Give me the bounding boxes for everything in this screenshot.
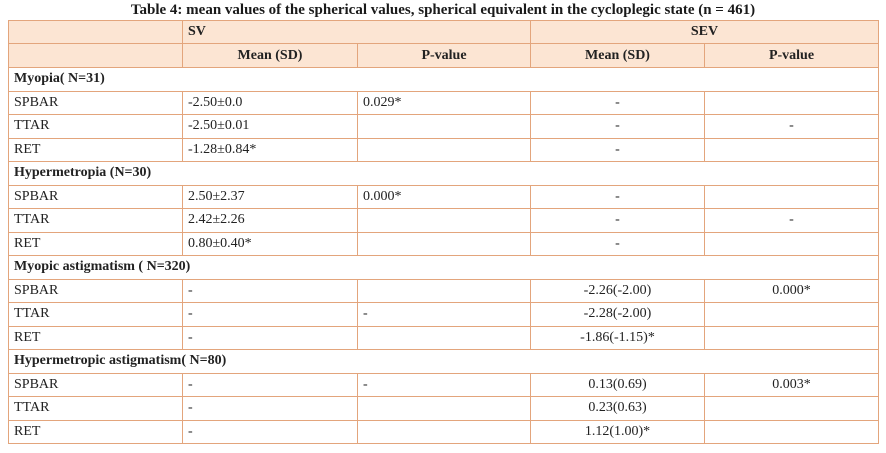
group-header-row: Myopia( N=31) bbox=[7, 67, 880, 92]
row-label: TTAR bbox=[8, 396, 183, 421]
group-header-row: Hypermetropic astigmatism( N=80) bbox=[7, 349, 880, 374]
table-row: TTAR - 0.23(0.63) bbox=[8, 396, 880, 421]
table-row: TTAR - - -2.28(-2.00) bbox=[8, 302, 880, 327]
table-row: RET 0.80±0.40* - bbox=[8, 231, 880, 256]
group-title: Myopic astigmatism ( N=320) bbox=[7, 255, 880, 280]
row-label: RET bbox=[8, 137, 183, 162]
sev-mean-cell: -2.28(-2.00) bbox=[530, 302, 705, 327]
sev-pvalue-cell bbox=[703, 325, 880, 350]
sv-pvalue-cell bbox=[357, 396, 531, 421]
sev-mean-cell: -1.86(-1.15)* bbox=[530, 325, 705, 350]
sv-pvalue-cell bbox=[357, 278, 531, 303]
group-title: Myopia( N=31) bbox=[7, 67, 880, 92]
sv-pvalue-cell bbox=[357, 137, 531, 162]
row-label: TTAR bbox=[8, 114, 183, 139]
sev-pvalue-cell bbox=[703, 396, 880, 421]
row-label: TTAR bbox=[8, 208, 183, 233]
sv-mean-cell: -1.28±0.84* bbox=[182, 137, 358, 162]
header-sev-pvalue: P-value bbox=[703, 43, 880, 68]
sev-pvalue-cell bbox=[703, 302, 880, 327]
sv-mean-cell: 2.42±2.26 bbox=[182, 208, 358, 233]
header-empty-cell bbox=[8, 43, 183, 68]
sev-pvalue-cell: 0.003* bbox=[703, 372, 880, 397]
sv-mean-cell: - bbox=[182, 302, 358, 327]
table-row: TTAR -2.50±0.01 - - bbox=[8, 114, 880, 139]
sev-mean-cell: 0.13(0.69) bbox=[530, 372, 705, 397]
sv-mean-cell: - bbox=[182, 325, 358, 350]
group-header-row: Hypermetropia (N=30) bbox=[7, 161, 880, 186]
sev-pvalue-cell bbox=[703, 184, 880, 209]
row-label: SPBAR bbox=[8, 372, 183, 397]
sv-pvalue-cell: 0.000* bbox=[357, 184, 531, 209]
sev-pvalue-cell bbox=[703, 137, 880, 162]
sv-mean-cell: -2.50±0.0 bbox=[182, 90, 358, 115]
sev-pvalue-cell bbox=[703, 231, 880, 256]
sv-pvalue-cell: - bbox=[357, 372, 531, 397]
group-title: Hypermetropia (N=30) bbox=[7, 161, 880, 186]
sev-mean-cell: - bbox=[530, 231, 705, 256]
table-row: RET - 1.12(1.00)* bbox=[8, 419, 880, 444]
sv-pvalue-cell bbox=[357, 419, 531, 444]
sv-mean-cell: - bbox=[182, 419, 358, 444]
row-label: SPBAR bbox=[8, 278, 183, 303]
row-label: SPBAR bbox=[8, 90, 183, 115]
row-label: RET bbox=[8, 231, 183, 256]
sev-mean-cell: -2.26(-2.00) bbox=[530, 278, 705, 303]
header-empty-cell bbox=[8, 20, 183, 44]
sv-pvalue-cell bbox=[357, 208, 531, 233]
row-label: RET bbox=[8, 325, 183, 350]
header-sv-mean: Mean (SD) bbox=[182, 43, 358, 68]
spherical-values-table: SV SEV Mean (SD) P-value Mean (SD) P-val… bbox=[7, 20, 880, 444]
table-row: TTAR 2.42±2.26 - - bbox=[8, 208, 880, 233]
table-row: SPBAR 2.50±2.37 0.000* - bbox=[8, 184, 880, 209]
sv-mean-cell: - bbox=[182, 278, 358, 303]
row-label: SPBAR bbox=[8, 184, 183, 209]
table-row: RET -1.28±0.84* - bbox=[8, 137, 880, 162]
group-header-row: Myopic astigmatism ( N=320) bbox=[7, 255, 880, 280]
sv-pvalue-cell bbox=[357, 325, 531, 350]
header-sv: SV bbox=[182, 20, 531, 44]
table-row: RET - -1.86(-1.15)* bbox=[8, 325, 880, 350]
sev-mean-cell: - bbox=[530, 208, 705, 233]
sv-pvalue-cell: - bbox=[357, 302, 531, 327]
sev-pvalue-cell bbox=[703, 90, 880, 115]
sev-pvalue-cell: - bbox=[703, 208, 880, 233]
sev-mean-cell: - bbox=[530, 114, 705, 139]
sv-mean-cell: - bbox=[182, 372, 358, 397]
sv-pvalue-cell bbox=[357, 231, 531, 256]
sv-pvalue-cell: 0.029* bbox=[357, 90, 531, 115]
header-sv-pvalue: P-value bbox=[357, 43, 531, 68]
sv-mean-cell: 0.80±0.40* bbox=[182, 231, 358, 256]
sev-mean-cell: - bbox=[530, 184, 705, 209]
table-caption: Table 4: mean values of the spherical va… bbox=[130, 2, 756, 18]
sv-pvalue-cell bbox=[357, 114, 531, 139]
sev-mean-cell: 1.12(1.00)* bbox=[530, 419, 705, 444]
sv-mean-cell: -2.50±0.01 bbox=[182, 114, 358, 139]
sev-mean-cell: - bbox=[530, 137, 705, 162]
table-row: SPBAR -2.50±0.0 0.029* - bbox=[8, 90, 880, 115]
table-row: SPBAR - -2.26(-2.00) 0.000* bbox=[8, 278, 880, 303]
row-label: RET bbox=[8, 419, 183, 444]
sev-mean-cell: - bbox=[530, 90, 705, 115]
sv-mean-cell: - bbox=[182, 396, 358, 421]
sev-pvalue-cell: - bbox=[703, 114, 880, 139]
header-sev: SEV bbox=[529, 20, 880, 44]
header-sev-mean: Mean (SD) bbox=[530, 43, 705, 68]
sev-pvalue-cell bbox=[703, 419, 880, 444]
sv-mean-cell: 2.50±2.37 bbox=[182, 184, 358, 209]
sev-mean-cell: 0.23(0.63) bbox=[530, 396, 705, 421]
sev-pvalue-cell: 0.000* bbox=[703, 278, 880, 303]
header-row-groups: SV SEV bbox=[8, 20, 880, 44]
table-row: SPBAR - -0.13(0.69) 0.003* bbox=[8, 372, 880, 397]
group-title: Hypermetropic astigmatism( N=80) bbox=[7, 349, 880, 374]
header-row-columns: Mean (SD) P-value Mean (SD) P-value bbox=[8, 43, 880, 68]
row-label: TTAR bbox=[8, 302, 183, 327]
